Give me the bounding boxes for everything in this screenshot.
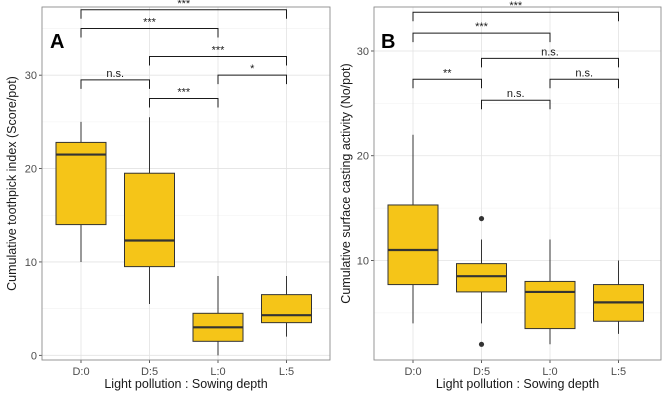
significance-bracket bbox=[481, 99, 551, 110]
y-tick-label: 30 bbox=[25, 70, 37, 82]
significance-label: *** bbox=[212, 44, 226, 56]
significance-bracket bbox=[149, 55, 287, 66]
significance-bracket bbox=[549, 78, 619, 89]
significance-label: *** bbox=[143, 16, 157, 28]
panel-border bbox=[373, 6, 662, 361]
significance-label: n.s. bbox=[507, 88, 525, 100]
significance-bracket bbox=[80, 9, 287, 19]
significance-label: ** bbox=[443, 67, 452, 79]
significance-bracket bbox=[80, 79, 150, 89]
x-tick-label-L:5: L:5 bbox=[279, 366, 294, 378]
significance-bracket bbox=[149, 98, 219, 108]
x-tick-label-D:5: D:5 bbox=[473, 366, 490, 378]
y-axis-title: Cumulative toothpick index (Score/pot) bbox=[5, 76, 19, 291]
significance-label: *** bbox=[177, 0, 191, 10]
significance-label: *** bbox=[509, 0, 523, 12]
box-D:0 bbox=[387, 204, 439, 286]
panel-border bbox=[41, 6, 331, 361]
significance-bracket bbox=[217, 74, 287, 85]
y-axis-title: Cumulative surface casting activity (No/… bbox=[339, 63, 353, 303]
y-tick-label: 10 bbox=[25, 257, 37, 269]
y-tick-label: 10 bbox=[357, 255, 369, 267]
significance-label: n.s. bbox=[575, 67, 593, 79]
x-tick-label-L:5: L:5 bbox=[611, 366, 626, 378]
significance-bracket bbox=[481, 57, 619, 68]
box-D:5 bbox=[456, 263, 507, 293]
box-D:0 bbox=[55, 141, 107, 226]
x-axis-title: Light pollution : Sowing depth bbox=[104, 377, 267, 391]
outlier-point bbox=[478, 341, 485, 347]
significance-bracket bbox=[412, 11, 619, 22]
significance-bracket bbox=[80, 27, 219, 38]
x-tick-label-D:0: D:0 bbox=[72, 366, 89, 378]
panel-letter: A bbox=[50, 31, 64, 53]
significance-label: *** bbox=[475, 21, 489, 33]
significance-label: * bbox=[250, 63, 255, 75]
box-L:0 bbox=[524, 280, 576, 330]
y-tick-label: 20 bbox=[357, 151, 369, 163]
panel-b: 10 20 30 D:0 D:5 L:0 L:5 *** *** n.s. ** n.s. n.s. B L… bbox=[339, 0, 662, 391]
x-tick-label-L:0: L:0 bbox=[542, 366, 557, 378]
significance-label: n.s. bbox=[106, 68, 124, 80]
significance-label: n.s. bbox=[541, 46, 559, 58]
box-L:5 bbox=[261, 294, 312, 324]
x-axis-title: Light pollution : Sowing depth bbox=[436, 377, 599, 391]
x-tick-label-D:5: D:5 bbox=[141, 366, 158, 378]
y-tick-label: 20 bbox=[25, 164, 37, 176]
box-D:5 bbox=[124, 172, 175, 268]
x-tick-label-D:0: D:0 bbox=[404, 366, 421, 378]
y-tick-label: 0 bbox=[31, 350, 37, 362]
panel-letter: B bbox=[381, 31, 395, 53]
y-tick-label: 30 bbox=[357, 46, 369, 58]
significance-bracket bbox=[412, 78, 482, 89]
outlier-point bbox=[478, 215, 485, 222]
significance-label: *** bbox=[177, 87, 191, 99]
x-tick-label-L:0: L:0 bbox=[210, 366, 225, 378]
significance-bracket bbox=[412, 32, 551, 43]
